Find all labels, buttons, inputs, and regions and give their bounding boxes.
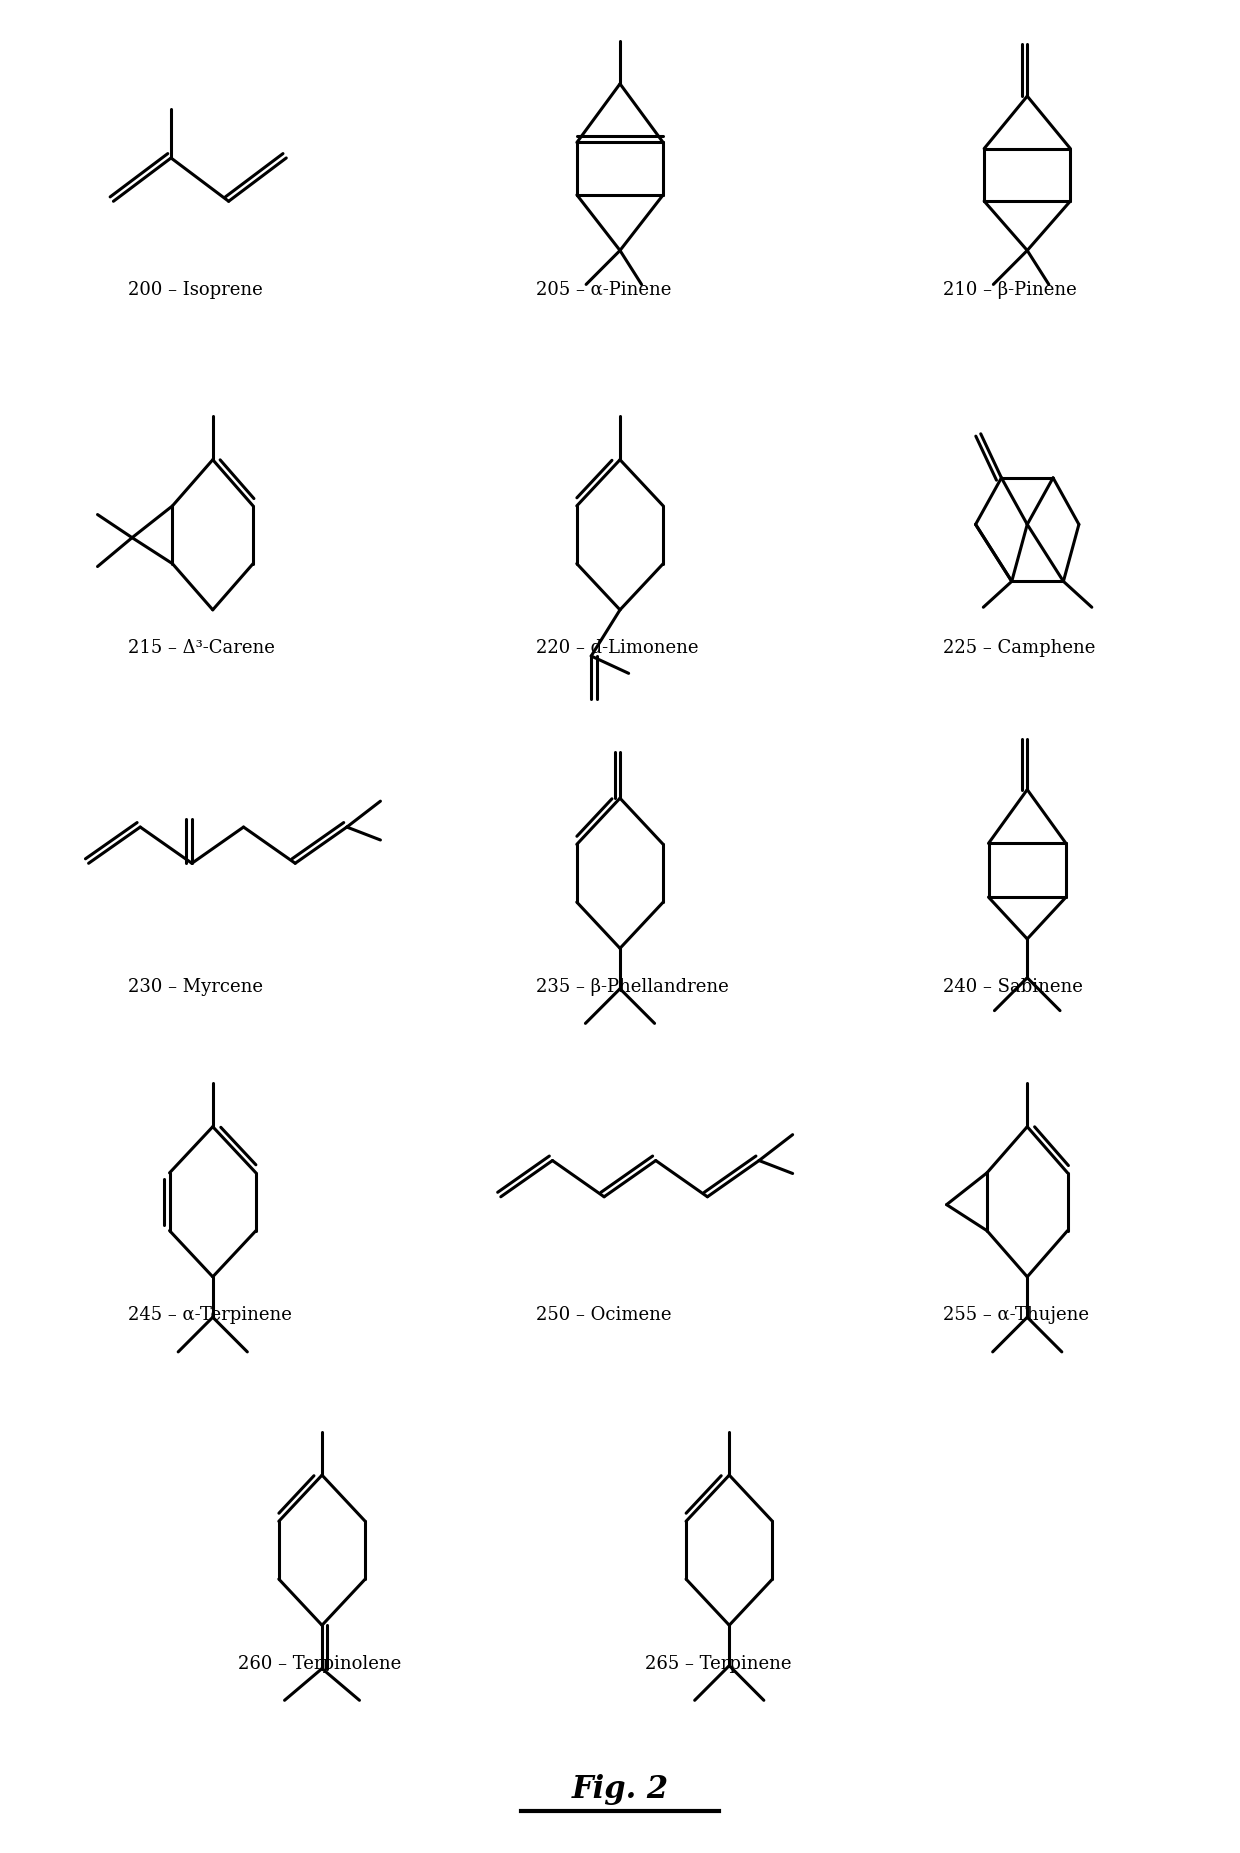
Text: 235 – β-Phellandrene: 235 – β-Phellandrene: [536, 978, 728, 995]
Text: 205 – α-Pinene: 205 – α-Pinene: [536, 282, 671, 298]
Text: 240 – Sabinene: 240 – Sabinene: [942, 978, 1083, 995]
Text: 245 – α-Terpinene: 245 – α-Terpinene: [128, 1306, 293, 1325]
Text: 255 – α-Thujene: 255 – α-Thujene: [942, 1306, 1089, 1325]
Text: 210 – β-Pinene: 210 – β-Pinene: [942, 282, 1076, 298]
Text: 225 – Camphene: 225 – Camphene: [942, 639, 1095, 658]
Text: 230 – Myrcene: 230 – Myrcene: [128, 978, 263, 995]
Text: 220 – d-Limonene: 220 – d-Limonene: [536, 639, 698, 658]
Text: 215 – Δ³-Carene: 215 – Δ³-Carene: [128, 639, 275, 658]
Text: 250 – Ocimene: 250 – Ocimene: [536, 1306, 671, 1325]
Text: Fig. 2: Fig. 2: [572, 1773, 668, 1805]
Text: 260 – Terpinolene: 260 – Terpinolene: [238, 1655, 401, 1673]
Text: 200 – Isoprene: 200 – Isoprene: [128, 282, 263, 298]
Text: 265 – Terpinene: 265 – Terpinene: [645, 1655, 791, 1673]
